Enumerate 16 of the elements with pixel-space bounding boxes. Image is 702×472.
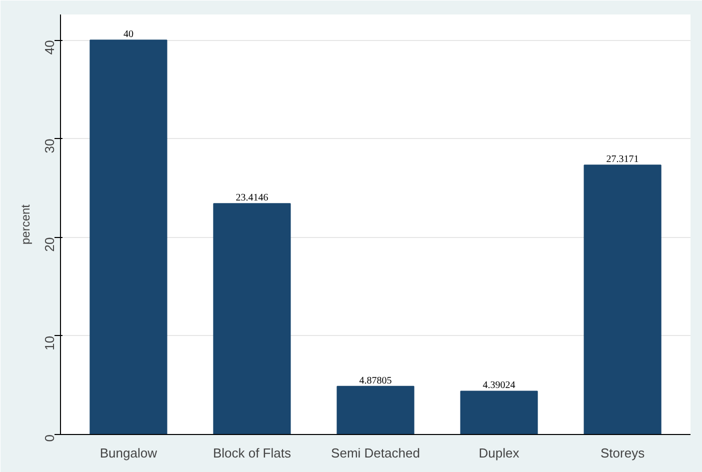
- y-tick-label: 40: [42, 40, 57, 55]
- y-tick-label: 0: [42, 434, 57, 442]
- y-tick-label: 30: [42, 138, 57, 154]
- data-label: 40: [123, 29, 134, 40]
- data-label: 4.87805: [359, 375, 392, 386]
- y-tick-label: 10: [42, 336, 57, 350]
- x-tick-label: Semi Detached: [331, 446, 420, 460]
- x-tick-label: Bungalow: [100, 446, 158, 460]
- data-label: 27.3171: [606, 154, 639, 166]
- data-label: 23.4146: [236, 192, 268, 204]
- y-axis-title: percent: [18, 204, 32, 245]
- x-tick-label: Block of Flats: [212, 446, 292, 460]
- y-tick-label: 20: [42, 237, 57, 252]
- x-tick-label: Storeys: [600, 446, 646, 460]
- x-tick-label: Duplex: [478, 446, 520, 460]
- data-label: 4.39024: [482, 380, 516, 392]
